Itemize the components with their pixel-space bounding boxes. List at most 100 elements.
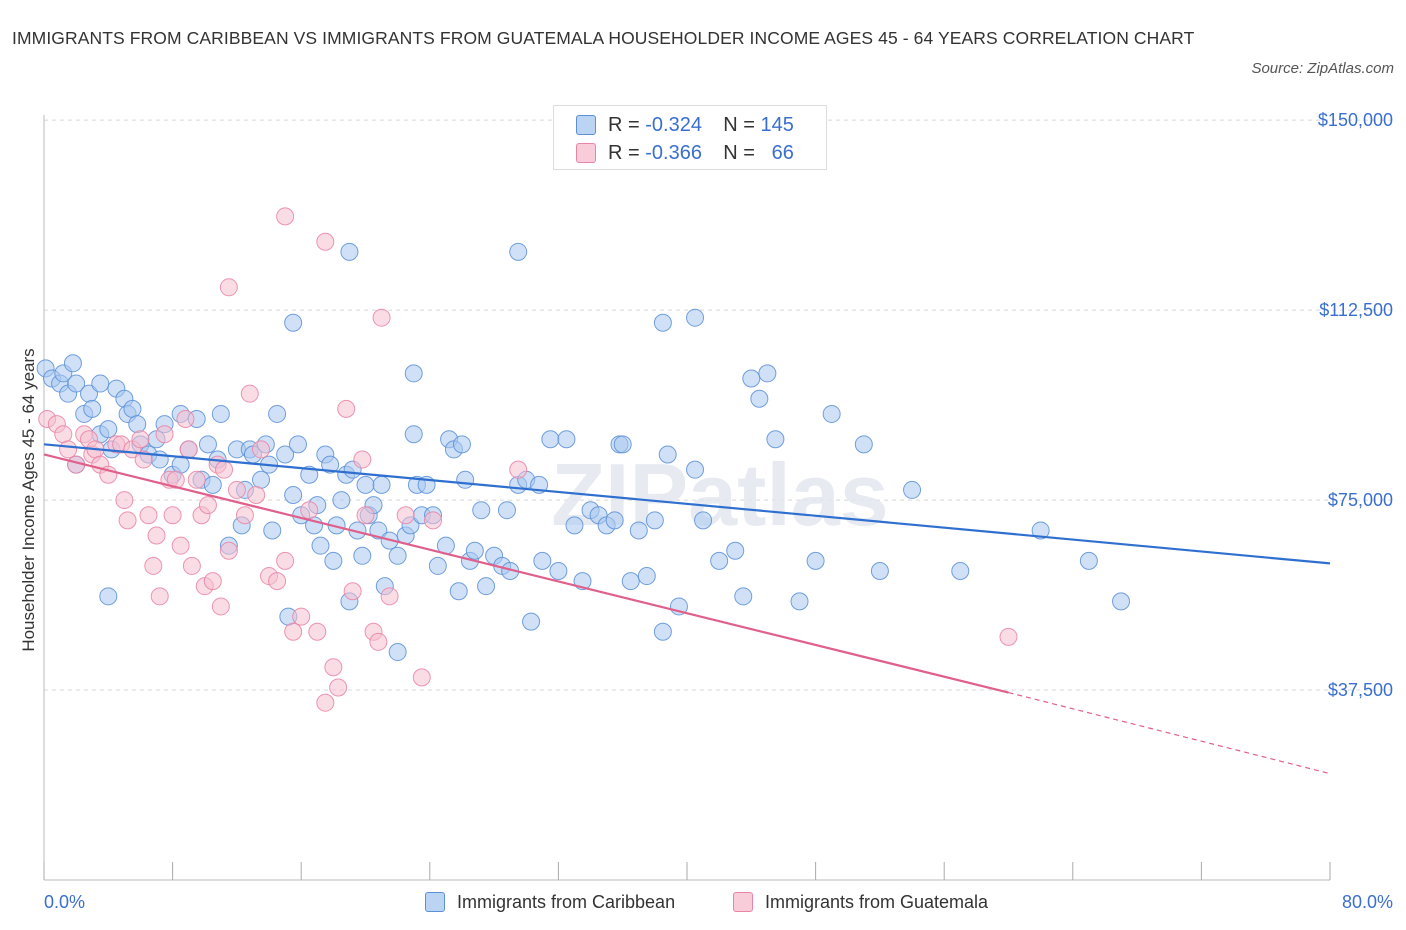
grid-layer bbox=[44, 119, 1395, 691]
legend-n-value: 66 bbox=[771, 141, 794, 164]
caribbean-point bbox=[726, 541, 745, 560]
guatemala-point bbox=[316, 693, 335, 712]
caribbean-point bbox=[252, 470, 271, 489]
y-tick-label: $112,500 bbox=[1319, 300, 1393, 320]
legend-r-label: R = bbox=[608, 141, 640, 164]
guatemala-point bbox=[292, 607, 311, 626]
guatemala-point bbox=[316, 232, 335, 251]
guatemala-point bbox=[227, 480, 246, 499]
caribbean-point bbox=[353, 546, 372, 565]
caribbean-point bbox=[332, 491, 351, 510]
caribbean-point bbox=[790, 592, 809, 611]
caribbean-point bbox=[477, 577, 496, 596]
caribbean-point bbox=[565, 516, 584, 535]
legend-swatch-caribbean bbox=[425, 892, 445, 912]
caribbean-point bbox=[67, 374, 86, 393]
caribbean-point bbox=[123, 399, 142, 418]
legend-n-value: 145 bbox=[760, 113, 794, 136]
caribbean-point bbox=[509, 242, 528, 261]
guatemala-point bbox=[163, 506, 182, 525]
guatemala-point bbox=[139, 506, 158, 525]
caribbean-point bbox=[324, 551, 343, 570]
legend-label-caribbean: Immigrants from Caribbean bbox=[457, 891, 676, 912]
caribbean-point bbox=[99, 587, 118, 606]
guatemala-point bbox=[369, 632, 388, 651]
caribbean-point bbox=[99, 420, 118, 439]
caribbean-point bbox=[288, 435, 307, 454]
caribbean-point bbox=[497, 501, 516, 520]
guatemala-point bbox=[144, 556, 163, 575]
legend-r-value: -0.366 bbox=[645, 141, 702, 164]
caribbean-point bbox=[198, 435, 217, 454]
guatemala-point bbox=[182, 556, 201, 575]
guatemala-point bbox=[187, 470, 206, 489]
legend-n-label: N = bbox=[723, 113, 755, 136]
axis-layer bbox=[43, 115, 1331, 881]
guatemala-point bbox=[999, 627, 1018, 646]
caribbean-point bbox=[465, 541, 484, 560]
caribbean-point bbox=[549, 561, 568, 580]
guatemala-point bbox=[356, 506, 375, 525]
guatemala-point bbox=[284, 622, 303, 641]
caribbean-point bbox=[621, 572, 640, 591]
caribbean-point bbox=[276, 445, 295, 464]
legend-row-guatemala: R = -0.366 N = 66 bbox=[576, 141, 794, 165]
guatemala-point bbox=[219, 541, 238, 560]
guatemala-point bbox=[353, 450, 372, 469]
caribbean-point bbox=[311, 536, 330, 555]
caribbean-point bbox=[629, 521, 648, 540]
caribbean-point bbox=[686, 460, 705, 479]
caribbean-point bbox=[284, 486, 303, 504]
caribbean-point bbox=[541, 430, 560, 449]
legend-label-guatemala: Immigrants from Guatemala bbox=[765, 891, 989, 912]
guatemala-point bbox=[198, 496, 217, 515]
caribbean-trendline bbox=[43, 443, 1331, 565]
caribbean-point bbox=[758, 364, 777, 383]
guatemala-point bbox=[343, 582, 362, 601]
caribbean-point bbox=[766, 430, 785, 449]
caribbean-point bbox=[750, 389, 769, 408]
guatemala-point bbox=[300, 501, 319, 520]
caribbean-point bbox=[854, 435, 873, 454]
caribbean-point bbox=[822, 404, 841, 423]
guatemala-point bbox=[247, 486, 266, 504]
chart-title: IMMIGRANTS FROM CARIBBEAN VS IMMIGRANTS … bbox=[12, 28, 1195, 48]
points-layer bbox=[36, 207, 1131, 712]
caribbean-point bbox=[83, 399, 102, 418]
legend-item-caribbean: Immigrants from Caribbean bbox=[425, 890, 675, 914]
caribbean-point bbox=[300, 465, 319, 484]
guatemala-trendline bbox=[43, 453, 1009, 694]
caribbean-point bbox=[686, 308, 705, 327]
caribbean-point bbox=[63, 354, 82, 373]
legend-swatch-caribbean bbox=[576, 115, 596, 135]
caribbean-point bbox=[268, 404, 287, 423]
guatemala-point bbox=[509, 460, 528, 479]
caribbean-point bbox=[1112, 592, 1131, 611]
caribbean-point bbox=[321, 455, 340, 474]
caribbean-point bbox=[211, 404, 230, 423]
guatemala-trendline-extension bbox=[1008, 691, 1331, 775]
guatemala-point bbox=[424, 511, 443, 530]
caribbean-point bbox=[91, 374, 110, 393]
guatemala-point bbox=[176, 410, 195, 429]
caribbean-point bbox=[428, 556, 447, 575]
caribbean-point bbox=[263, 521, 282, 540]
caribbean-point bbox=[372, 475, 391, 494]
caribbean-point bbox=[645, 511, 664, 530]
caribbean-point bbox=[734, 587, 753, 606]
caribbean-point bbox=[452, 435, 471, 454]
guatemala-point bbox=[308, 622, 327, 641]
caribbean-point bbox=[388, 643, 407, 662]
caribbean-point bbox=[449, 582, 468, 601]
guatemala-point bbox=[134, 450, 153, 469]
guatemala-point bbox=[396, 506, 415, 525]
guatemala-point bbox=[276, 551, 295, 570]
y-tick-label: $37,500 bbox=[1328, 680, 1393, 700]
x-tick-label: 0.0% bbox=[44, 892, 85, 912]
caribbean-point bbox=[653, 622, 672, 641]
caribbean-point bbox=[533, 551, 552, 570]
stats-legend: R = -0.324 N = 145 R = -0.366 N = 66 bbox=[553, 105, 827, 170]
guatemala-point bbox=[171, 536, 190, 555]
caribbean-point bbox=[356, 475, 375, 494]
caribbean-point bbox=[128, 415, 147, 434]
